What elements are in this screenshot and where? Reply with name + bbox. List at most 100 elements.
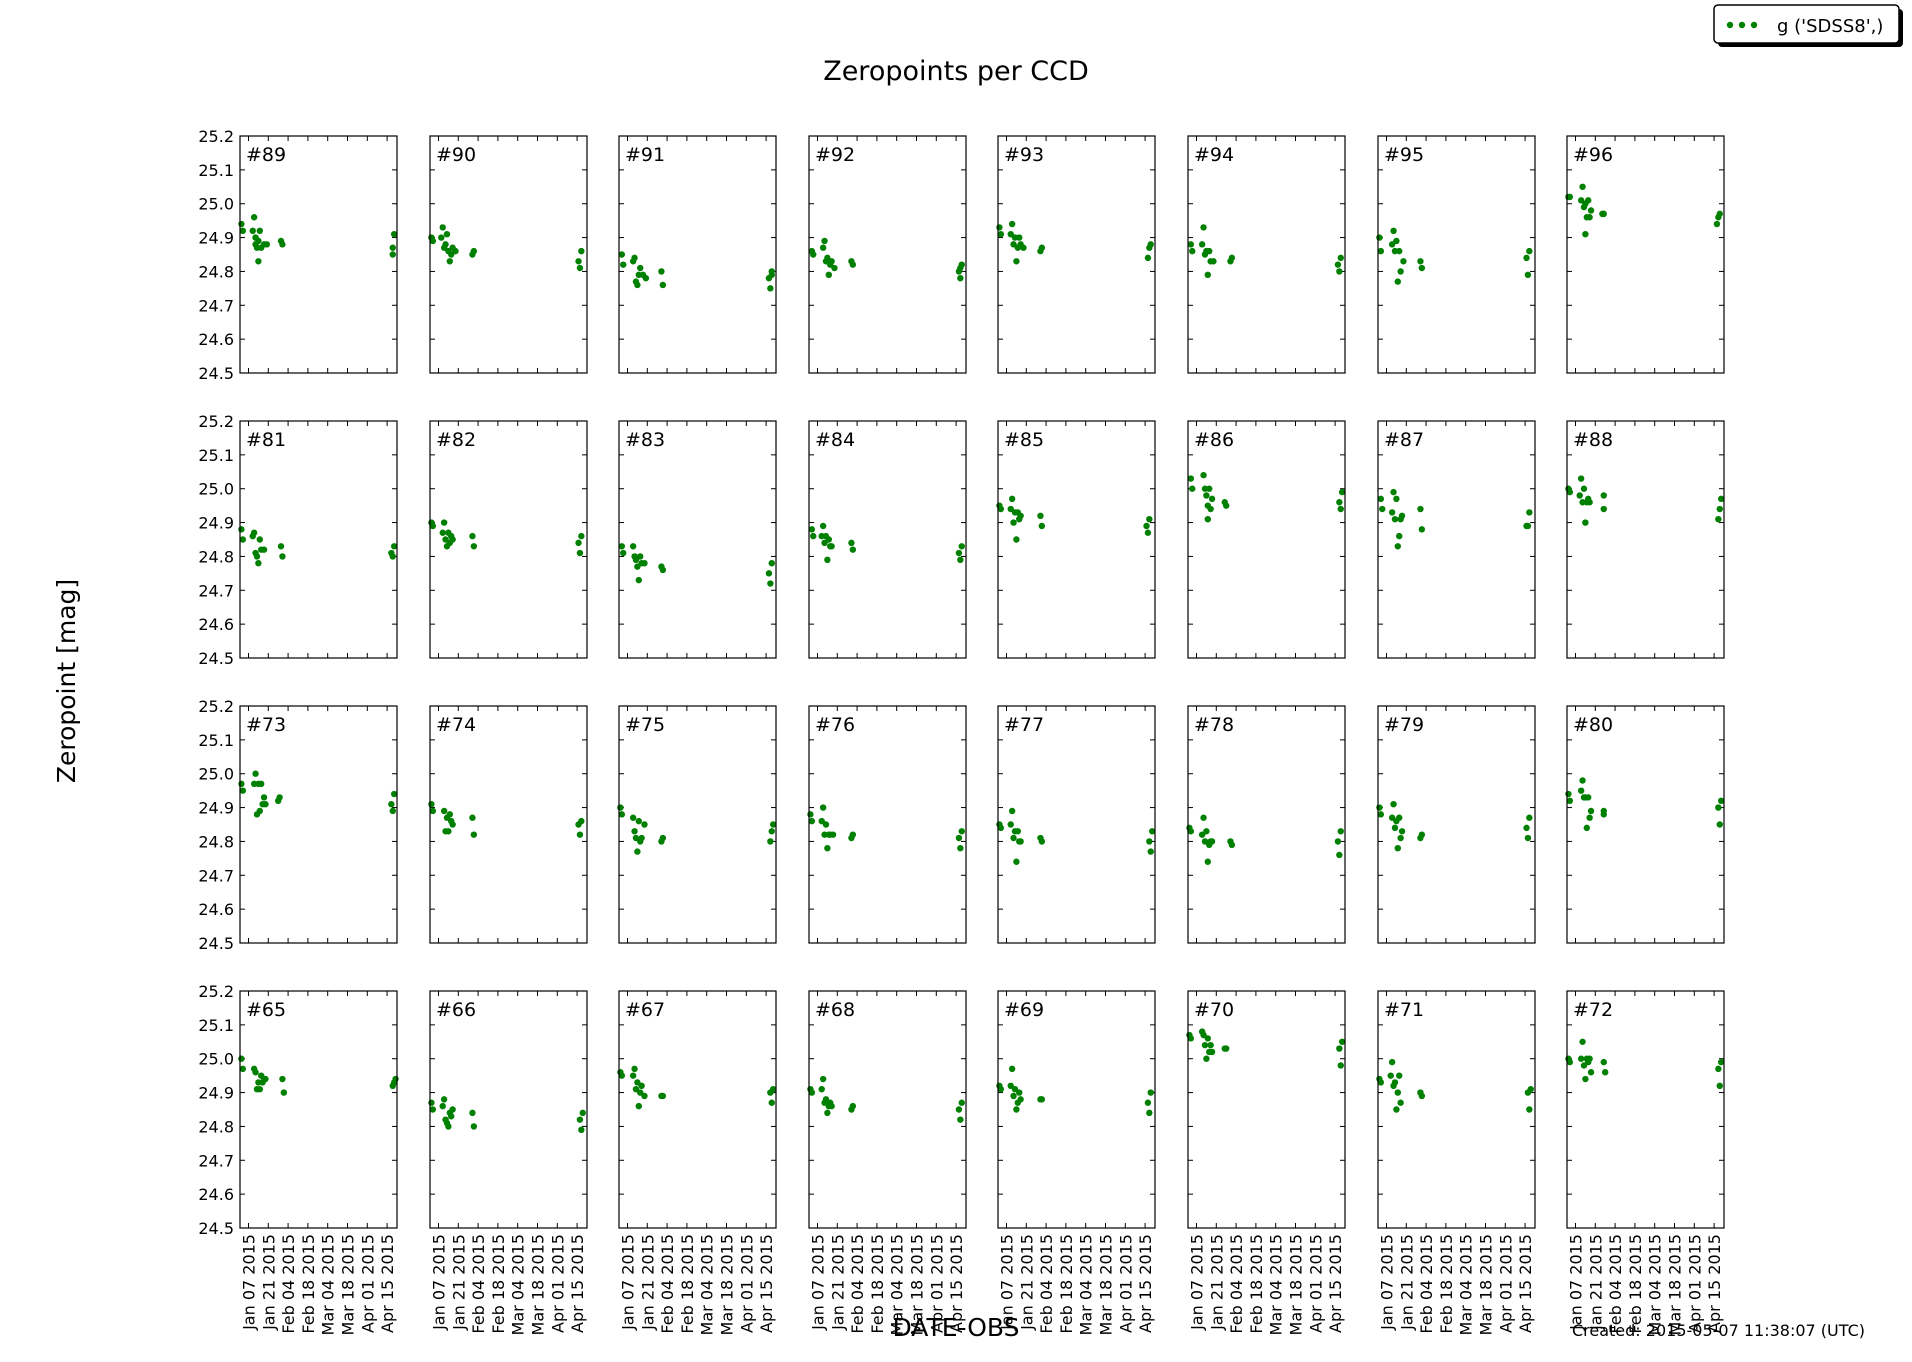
data-point	[239, 787, 247, 794]
data-point	[1200, 471, 1207, 479]
ccd-label: #71	[1384, 999, 1424, 1021]
data-point	[389, 244, 396, 251]
data-point	[1143, 522, 1150, 530]
ccd-label: #76	[815, 714, 855, 736]
ccd-panel: #77	[996, 705, 1156, 944]
data-point	[429, 1106, 437, 1113]
x-tick-label: Apr 01 2015	[1496, 1234, 1515, 1333]
panel-frame	[1377, 705, 1536, 944]
data-point	[260, 794, 268, 801]
data-point	[1208, 838, 1216, 845]
data-point	[1577, 475, 1585, 482]
ccd-panel: #83	[618, 420, 777, 659]
legend: g ('SDSS8',)	[1713, 4, 1903, 47]
data-point	[1007, 821, 1014, 828]
data-point	[1222, 502, 1230, 509]
y-tick-label: 25.1	[198, 1016, 234, 1035]
ccd-label: #93	[1004, 144, 1044, 166]
data-point	[1203, 828, 1210, 835]
data-point	[1016, 234, 1023, 241]
panel-frame	[808, 990, 967, 1229]
data-point	[641, 1092, 648, 1100]
data-point	[1585, 197, 1592, 204]
data-point	[810, 251, 817, 258]
ccd-panel: #76	[807, 705, 967, 944]
data-point	[831, 264, 838, 272]
y-tick-label: 24.8	[198, 262, 234, 281]
data-point	[1010, 834, 1017, 842]
panel-frame	[429, 420, 588, 659]
data-point	[1334, 838, 1342, 845]
data-point	[252, 1069, 259, 1076]
data-point	[1577, 787, 1585, 794]
x-tick-label: Jan 21 2015	[259, 1234, 278, 1331]
data-point	[576, 264, 584, 272]
ccd-label: #69	[1004, 999, 1044, 1021]
data-point	[579, 1109, 586, 1117]
data-point	[637, 553, 644, 560]
ccd-panel: 24.5 24.6 24.7 24.8 24.9 25.0 25.1 25.2 #73	[198, 697, 398, 953]
data-point	[620, 549, 627, 557]
data-point	[1376, 804, 1383, 811]
data-point	[1207, 505, 1214, 513]
data-point	[470, 543, 478, 550]
ccd-label: #68	[815, 999, 855, 1021]
ccd-label: #95	[1384, 144, 1424, 166]
data-point	[442, 241, 449, 248]
data-point	[1579, 777, 1586, 784]
data-point	[634, 848, 641, 855]
ccd-panel: #90	[428, 135, 588, 374]
data-point	[1418, 264, 1426, 272]
data-point	[810, 532, 817, 540]
x-tick-label: Jan 21 2015	[449, 1234, 468, 1331]
y-tick-label: 25.0	[198, 195, 234, 214]
panel-frame	[618, 135, 777, 374]
data-point	[1576, 492, 1583, 499]
data-point	[440, 807, 448, 815]
data-point	[255, 258, 262, 265]
data-point	[822, 821, 830, 828]
x-tick-label: Apr 01 2015	[358, 1234, 377, 1333]
ccd-panel: Jan 07 2015 Jan 21 2015 Feb 04 2015 Feb 18 …	[1376, 990, 1536, 1335]
ccd-label: #86	[1194, 429, 1234, 451]
ccd-panel: 24.5 24.6 24.7 24.8 24.9 25.0 25.1 25.2 #81	[198, 412, 398, 668]
data-point	[1010, 519, 1017, 526]
x-tick-label: Apr 01 2015	[737, 1234, 756, 1333]
data-point	[392, 1075, 399, 1083]
data-point	[1204, 858, 1212, 865]
y-tick-label: 24.7	[198, 581, 234, 600]
ccd-label: #77	[1004, 714, 1044, 736]
data-point	[819, 522, 827, 530]
panel-frame	[1566, 705, 1725, 944]
data-point	[276, 794, 283, 801]
data-point	[629, 543, 637, 550]
data-point	[469, 532, 476, 540]
data-point	[1397, 1099, 1404, 1106]
data-point	[659, 566, 667, 574]
data-point	[389, 807, 396, 815]
x-tick-label: Feb 04 2015	[279, 1234, 298, 1334]
data-point	[1146, 1109, 1153, 1117]
y-tick-label: 25.1	[198, 446, 234, 465]
ccd-panel: Jan 07 2015 Jan 21 2015 Feb 04 2015 Feb 18 …	[198, 982, 399, 1335]
data-point	[1526, 247, 1533, 255]
ccd-panel: #96	[1565, 135, 1725, 374]
ccd-label: #73	[246, 714, 286, 736]
data-point	[642, 275, 650, 282]
data-point	[1037, 512, 1044, 519]
data-point	[1394, 543, 1402, 550]
panel-frame	[429, 705, 588, 944]
ccd-label: #90	[436, 144, 476, 166]
data-point	[1397, 834, 1404, 842]
data-point	[1038, 244, 1046, 251]
y-tick-label: 25.2	[198, 697, 234, 716]
data-point	[256, 807, 264, 815]
data-point	[1524, 271, 1532, 279]
ccd-panel: Jan 07 2015 Jan 21 2015 Feb 04 2015 Feb 18 …	[428, 990, 588, 1335]
data-point	[997, 230, 1005, 238]
data-point	[635, 1102, 643, 1110]
panel-frame	[1187, 705, 1346, 944]
data-point	[1524, 522, 1532, 530]
data-point	[1418, 526, 1426, 533]
data-point	[1396, 1072, 1403, 1079]
